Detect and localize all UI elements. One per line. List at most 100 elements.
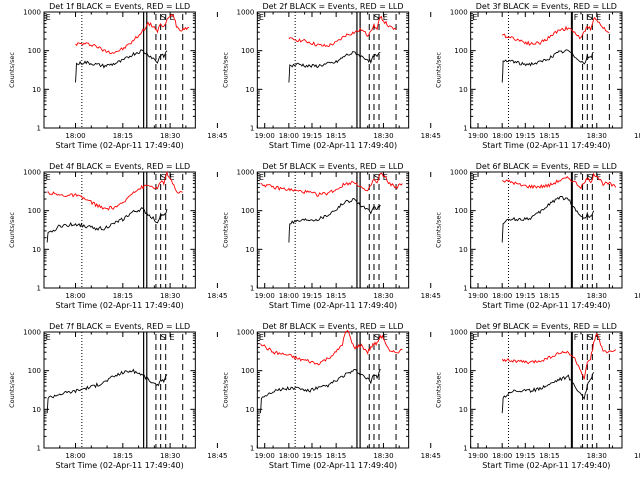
x-tick-label: 18:15 (113, 452, 133, 460)
plot-frame (470, 171, 623, 289)
flag-label: E (169, 13, 174, 22)
chart-panel-4: Det 4f BLACK = Events, RED = LLD 1 10 100 10… (8, 162, 322, 310)
x-axis-title: Start Time (02-Apr-11 17:49:40) (56, 301, 184, 310)
y-tick-label: 10 (32, 86, 41, 94)
chart-title: Det 6f BLACK = Events, RED = LLD (476, 162, 617, 171)
chart-panel-7: Det 7f BLACK = Events, RED = LLD 1 10 100 10… (8, 322, 322, 470)
flag-label: S (161, 173, 166, 182)
x-tick-label: 18:30 (587, 132, 607, 140)
x-tick-label: 18:45 (207, 452, 227, 460)
x-tick-label: 18:00 (279, 452, 299, 460)
x-tick-label: 18:15 (326, 292, 346, 300)
red-lld-series-line (260, 329, 403, 366)
black-events-series-line (501, 195, 595, 243)
plot-frame (470, 11, 623, 129)
y-tick-label: 1 (463, 445, 467, 453)
chart-panel-8: Det 8f BLACK = Events, RED = LLD 1 10 100 10… (221, 322, 535, 470)
y-axis-title: Counts/sec (8, 52, 16, 88)
x-tick-label: 18:15 (113, 132, 133, 140)
flag-label: S (374, 173, 379, 182)
y-tick-label: 10 (32, 406, 41, 414)
flag-label: E (596, 13, 601, 22)
x-tick-label: 18:45 (207, 132, 227, 140)
x-tick-label: 18:30 (587, 452, 607, 460)
y-axis-title: Counts/sec (8, 212, 16, 248)
x-tick-label: 19:15 (515, 292, 535, 300)
plot-frame (43, 171, 196, 289)
flag-label: E (169, 333, 174, 342)
chart-panel-3: Det 3f BLACK = Events, RED = LLD 1 10 100 10… (435, 2, 640, 150)
flag-label: E (46, 333, 51, 342)
x-tick-label: 18:00 (492, 292, 512, 300)
chart-title: Det 4f BLACK = Events, RED = LLD (49, 162, 190, 171)
y-tick-label: 100 (241, 47, 254, 55)
flag-label: E (596, 173, 601, 182)
x-tick-label: 18:45 (634, 132, 640, 140)
chart-title: Det 2f BLACK = Events, RED = LLD (262, 2, 403, 11)
x-tick-label: 18:00 (492, 132, 512, 140)
x-axis-title: Start Time (02-Apr-11 17:49:40) (482, 461, 610, 470)
x-tick-label: 18:00 (65, 132, 85, 140)
y-tick-label: 1000 (237, 329, 255, 337)
chart-title: Det 1f BLACK = Events, RED = LLD (49, 2, 190, 11)
y-tick-label: 10 (32, 246, 41, 254)
flag-label: S (587, 333, 592, 342)
x-tick-label: 18:30 (373, 452, 393, 460)
flag-label: E (472, 173, 477, 182)
x-tick-label: 19:00 (468, 132, 488, 140)
x-tick-label: 18:30 (160, 452, 180, 460)
y-axis-title: Counts/sec (435, 52, 443, 88)
flag-label: S (161, 13, 166, 22)
black-events-series-line (46, 207, 168, 243)
x-tick-label: 18:00 (279, 132, 299, 140)
x-tick-label: 19:15 (302, 452, 322, 460)
x-tick-label: 18:00 (65, 292, 85, 300)
plot-frame (43, 331, 196, 449)
x-tick-label: 18:45 (634, 452, 640, 460)
y-tick-label: 100 (454, 207, 467, 215)
x-tick-label: 18:15 (326, 452, 346, 460)
red-lld-series-line (501, 332, 616, 380)
x-tick-label: 18:00 (65, 452, 85, 460)
flag-label: S (374, 333, 379, 342)
black-events-series-line (501, 49, 594, 83)
x-tick-label: 19:15 (515, 452, 535, 460)
y-tick-label: 10 (459, 246, 468, 254)
red-lld-series-line (501, 16, 610, 46)
x-tick-label: 19:15 (515, 132, 535, 140)
x-tick-label: 19:00 (255, 452, 275, 460)
x-tick-label: 19:15 (302, 132, 322, 140)
x-tick-label: 19:00 (255, 292, 275, 300)
x-axis-title: Start Time (02-Apr-11 17:49:40) (482, 141, 610, 150)
flag-label: F (574, 333, 579, 342)
chart-panel-1: Det 1f BLACK = Events, RED = LLD 1 10 100 10… (8, 2, 322, 150)
y-tick-label: 1000 (23, 169, 41, 177)
y-tick-label: 100 (241, 367, 254, 375)
black-events-series-line (75, 49, 168, 83)
red-lld-series-line (47, 170, 183, 211)
y-tick-label: 1 (250, 285, 254, 293)
x-tick-label: 19:15 (302, 292, 322, 300)
plot-frame (256, 171, 410, 289)
red-lld-series-line (288, 15, 397, 48)
flag-label: E (259, 13, 264, 22)
y-tick-label: 1 (37, 125, 41, 133)
black-events-series-line (46, 368, 168, 414)
chart-panel-5: Det 5f BLACK = Events, RED = LLD 1 10 100 10… (221, 162, 535, 310)
plot-frame (256, 11, 410, 129)
y-tick-label: 100 (28, 367, 41, 375)
chart-panel-6: Det 6f BLACK = Events, RED = LLD 1 10 100 10… (435, 162, 640, 310)
y-tick-label: 1 (250, 445, 254, 453)
black-events-series-line (501, 372, 594, 414)
x-tick-label: 18:15 (539, 452, 559, 460)
red-lld-series-line (75, 13, 190, 55)
x-tick-label: 18:15 (539, 132, 559, 140)
y-tick-label: 100 (28, 47, 41, 55)
y-tick-label: 10 (245, 86, 254, 94)
red-lld-series-line (502, 172, 617, 190)
x-tick-label: 18:00 (279, 292, 299, 300)
black-events-series-line (288, 51, 381, 83)
y-axis-title: Counts/sec (221, 212, 229, 248)
flag-label: E (46, 13, 51, 22)
